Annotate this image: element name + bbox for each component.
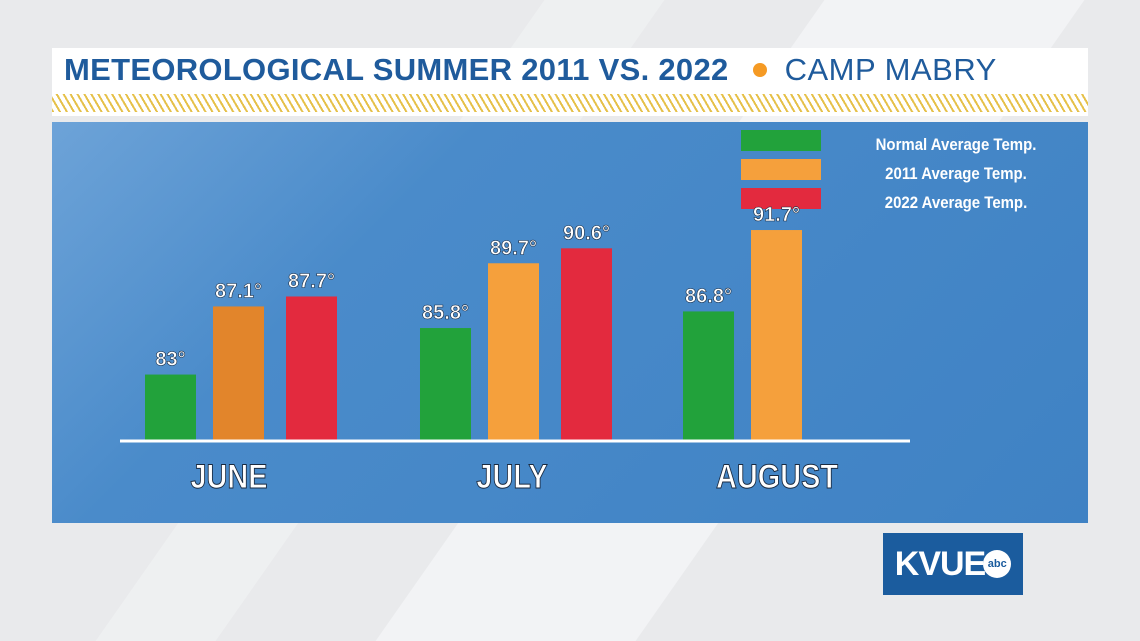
category-label-june: JUNE <box>190 457 267 496</box>
legend-swatch-2011 <box>741 159 821 180</box>
logo-text: KVUE <box>894 544 986 583</box>
category-label-july: JULY <box>476 457 547 496</box>
abc-badge-icon: abc <box>983 550 1012 578</box>
category-label-august: AUGUST <box>716 457 838 496</box>
data-label-august-0: 86.8° <box>685 285 732 307</box>
location-subtitle: CAMP MABRY <box>784 52 997 87</box>
data-label-august-1: 91.7° <box>753 204 800 226</box>
legend-label-normal: Normal Average Temp. <box>875 135 1037 154</box>
bar-july-1 <box>488 263 539 441</box>
data-label-june-0: 83° <box>155 349 185 371</box>
data-label-july-2: 90.6° <box>563 222 610 244</box>
separator-dot-icon <box>752 63 767 77</box>
legend-label-2011: 2011 Average Temp. <box>885 164 1027 183</box>
chart-title: METEOROLOGICAL SUMMER 2011 VS. 2022 <box>64 52 729 87</box>
legend-swatch-2022 <box>741 188 821 209</box>
title-bar: METEOROLOGICAL SUMMER 2011 VS. 2022 CAMP… <box>52 48 1088 116</box>
bar-august-0 <box>683 311 734 441</box>
hatched-divider <box>52 94 1088 112</box>
bar-july-2 <box>561 248 612 441</box>
chart-panel: Normal Average Temp. 2011 Average Temp. … <box>52 122 1088 523</box>
data-label-july-1: 89.7° <box>490 237 537 259</box>
bar-august-1 <box>751 230 802 441</box>
kvue-logo: KVUE abc <box>883 533 1023 595</box>
legend-swatch-normal <box>741 130 821 151</box>
bar-july-0 <box>420 328 471 441</box>
data-label-july-0: 85.8° <box>422 302 469 324</box>
data-label-june-1: 87.1° <box>215 280 262 302</box>
bar-june-1 <box>213 306 264 441</box>
legend-label-2022: 2022 Average Temp. <box>884 193 1028 212</box>
bar-june-0 <box>145 374 196 441</box>
bar-june-2 <box>286 296 337 441</box>
title-row: METEOROLOGICAL SUMMER 2011 VS. 2022 CAMP… <box>64 50 1078 90</box>
bar-chart: 83° 87.1° 87.7° 85.8° 89.7° 90.6° 86.8° 91.7° J… <box>120 204 910 496</box>
data-label-june-2: 87.7° <box>288 270 335 292</box>
